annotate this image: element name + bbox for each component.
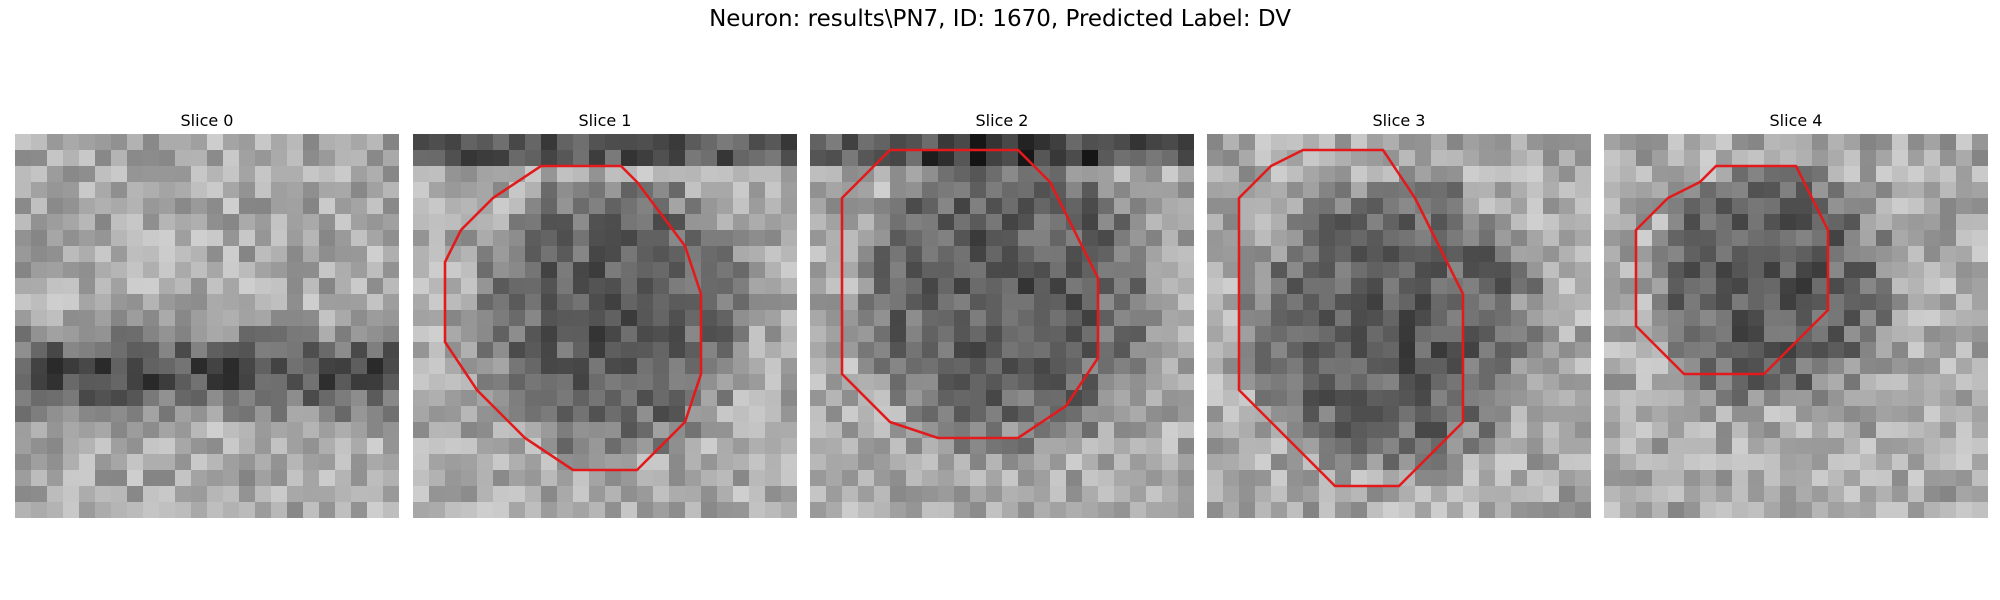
slice-title: Slice 3 (1372, 111, 1426, 130)
slice-image-1 (413, 134, 797, 518)
slice-panel-1: Slice 1 (413, 108, 797, 518)
slice-title: Slice 1 (578, 111, 632, 130)
slice-pixels (15, 134, 399, 518)
figure-title: Neuron: results\PN7, ID: 1670, Predicted… (709, 6, 1291, 32)
slice-panel-4: Slice 4 (1604, 108, 1988, 518)
slice-panel-3: Slice 3 (1207, 108, 1591, 518)
segmentation-contour (1634, 164, 1830, 376)
slice-image-0 (15, 134, 399, 518)
slice-title: Slice 4 (1769, 111, 1823, 130)
slice-pixels (413, 134, 797, 518)
slice-panel-2: Slice 2 (810, 108, 1194, 518)
slice-panel-0: Slice 0 (15, 108, 399, 518)
slice-image-3 (1207, 134, 1591, 518)
slice-title: Slice 2 (975, 111, 1029, 130)
segmentation-contour (443, 164, 703, 472)
slice-title: Slice 0 (180, 111, 234, 130)
slice-pixels (1604, 134, 1988, 518)
slice-image-2 (810, 134, 1194, 518)
segmentation-contour (1237, 148, 1465, 488)
slice-pixels (1207, 134, 1591, 518)
slice-pixels (810, 134, 1194, 518)
slice-image-4 (1604, 134, 1988, 518)
segmentation-contour (840, 148, 1100, 440)
